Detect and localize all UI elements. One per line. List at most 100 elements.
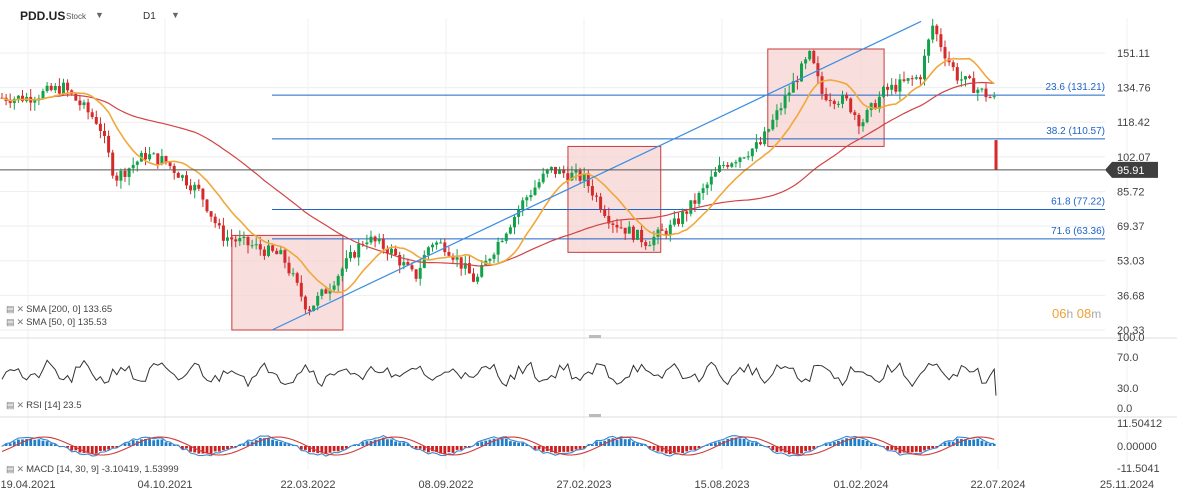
candle: [332, 285, 336, 290]
price-tick: 20.33: [1117, 325, 1145, 337]
candle: [754, 142, 758, 149]
macd-histogram-bar: [689, 446, 693, 451]
candle: [910, 78, 914, 80]
candle: [832, 100, 836, 104]
macd-histogram-bar: [99, 446, 102, 451]
macd-histogram-bar: [902, 446, 906, 453]
macd-histogram-bar: [627, 439, 631, 446]
candle: [648, 245, 652, 247]
macd-histogram-bar: [554, 446, 557, 454]
candle: [640, 229, 644, 243]
macd-histogram-bar: [869, 443, 873, 446]
macd-histogram-bar: [406, 443, 410, 446]
candle: [562, 169, 566, 174]
settings-icon[interactable]: ▤: [6, 464, 15, 474]
close-icon[interactable]: ✕: [16, 400, 25, 410]
rsi-tick: 0.0: [1117, 403, 1132, 415]
candle: [508, 227, 512, 234]
close-icon[interactable]: ✕: [16, 317, 25, 327]
candle: [668, 224, 672, 236]
timeframe-label[interactable]: D1: [143, 11, 156, 22]
candle: [861, 122, 865, 127]
macd-histogram-bar: [586, 444, 590, 446]
candle: [935, 25, 939, 35]
legend-rsi[interactable]: ▤ ✕ RSI [14] 23.5: [6, 400, 82, 411]
candle: [476, 276, 480, 282]
candle: [677, 218, 680, 224]
macd-histogram-bar: [185, 446, 188, 449]
price-tick: 69.37: [1117, 221, 1145, 233]
timeframe-dropdown-icon[interactable]: ▼: [171, 10, 180, 20]
close-icon[interactable]: ✕: [16, 464, 25, 474]
candle: [939, 34, 943, 48]
macd-histogram-bar: [582, 446, 586, 449]
candle: [877, 96, 881, 109]
macd-histogram-bar: [394, 441, 397, 446]
macd-histogram-bar: [4, 443, 8, 446]
macd-histogram-bar: [652, 446, 656, 450]
macd-histogram-bar: [935, 446, 939, 448]
settings-icon[interactable]: ▤: [6, 304, 15, 314]
close-icon[interactable]: ✕: [16, 304, 25, 314]
candle: [898, 79, 902, 92]
macd-histogram-bar: [951, 442, 955, 446]
symbol-dropdown-icon[interactable]: ▼: [95, 10, 104, 20]
date-tick: 22.03.2022: [280, 479, 335, 491]
macd-histogram-bar: [160, 439, 164, 446]
candle: [685, 211, 689, 214]
settings-icon[interactable]: ▤: [6, 400, 15, 410]
candle: [336, 276, 340, 286]
fib-label: 23.6 (131.21): [1046, 82, 1106, 93]
candle: [738, 157, 742, 163]
macd-histogram-bar: [439, 446, 443, 454]
candle: [66, 82, 70, 91]
candle: [422, 254, 426, 268]
candle: [824, 93, 828, 101]
macd-histogram-bar: [45, 441, 49, 446]
macd-histogram-bar: [509, 441, 512, 446]
candle: [574, 170, 578, 173]
candle: [726, 164, 730, 167]
macd-histogram-bar: [738, 438, 742, 446]
macd-histogram-bar: [463, 446, 467, 448]
symbol-label[interactable]: PDD.US: [20, 9, 66, 23]
legend-macd[interactable]: ▤ ✕ MACD [14, 30, 9] -3.10419, 1.53999: [6, 464, 179, 475]
macd-histogram-bar: [980, 440, 984, 446]
candle: [168, 162, 172, 166]
macd-histogram-bar: [283, 443, 287, 446]
candle: [144, 152, 147, 160]
macd-histogram-bar: [427, 446, 430, 453]
candle: [127, 168, 131, 177]
macd-histogram-bar: [299, 446, 303, 450]
instrument-type: Stock: [66, 12, 87, 21]
trend-line[interactable]: 95.91: [0, 20, 1158, 331]
candle: [906, 78, 910, 81]
candle: [340, 268, 344, 277]
candle: [431, 244, 434, 248]
macd-line: [1, 434, 995, 457]
macd-panel: [0, 434, 996, 457]
candle: [529, 195, 533, 198]
macd-histogram-bar: [607, 438, 611, 446]
candle: [234, 239, 238, 242]
candle: [303, 296, 307, 310]
macd-histogram-bar: [201, 446, 205, 454]
candle: [734, 162, 738, 164]
macd-histogram-bar: [541, 446, 545, 452]
candle: [611, 223, 615, 225]
legend-sma50[interactable]: ▤ ✕ SMA [50, 0] 135.53: [6, 317, 107, 328]
candle: [312, 305, 316, 312]
price-tick: 134.76: [1117, 83, 1151, 95]
legend-sma200[interactable]: ▤ ✕ SMA [200, 0] 133.65: [6, 304, 113, 315]
candle: [344, 258, 348, 269]
candle: [750, 148, 754, 157]
macd-histogram-bar: [906, 446, 910, 453]
candle: [582, 173, 586, 181]
settings-icon[interactable]: ▤: [6, 317, 15, 327]
macd-histogram-bar: [476, 442, 479, 446]
candle: [320, 289, 324, 296]
macd-histogram-bar: [890, 446, 894, 450]
macd-histogram-bar: [226, 446, 229, 450]
candle: [385, 248, 389, 254]
